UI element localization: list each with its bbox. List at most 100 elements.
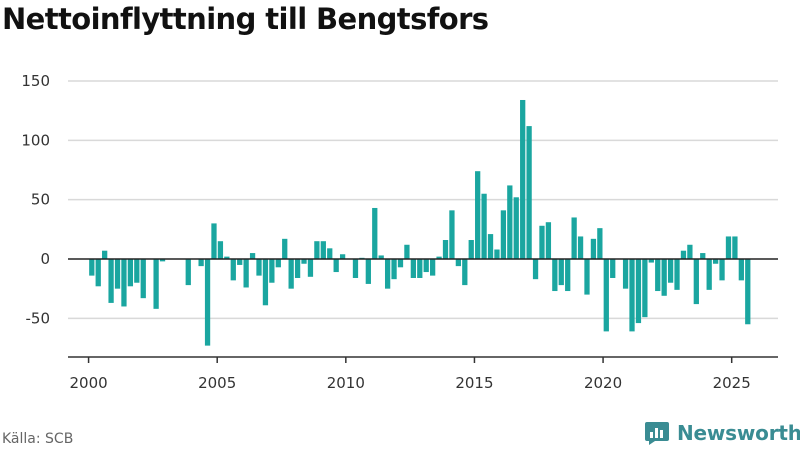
bar bbox=[745, 259, 751, 325]
bar bbox=[301, 259, 307, 264]
x-tick-label: 2015 bbox=[455, 374, 493, 392]
bar bbox=[738, 259, 744, 281]
bar bbox=[468, 240, 474, 259]
bar bbox=[140, 259, 146, 299]
bar bbox=[661, 259, 667, 296]
bar bbox=[571, 217, 577, 259]
bar bbox=[487, 234, 494, 259]
x-tick-labels: 2000 2005 2010 2015 2020 2025 bbox=[69, 357, 751, 392]
bar bbox=[243, 259, 249, 288]
bar bbox=[732, 236, 738, 259]
bar bbox=[532, 259, 539, 280]
bar bbox=[185, 259, 191, 286]
bar bbox=[314, 241, 320, 259]
bar bbox=[462, 259, 468, 286]
bar bbox=[404, 244, 410, 259]
bar bbox=[667, 259, 674, 283]
bar bbox=[603, 259, 609, 332]
bar bbox=[520, 99, 526, 259]
bar bbox=[365, 259, 371, 284]
bar bbox=[577, 236, 584, 259]
y-tick-labels: -50 0 50 100 150 bbox=[21, 72, 50, 327]
bar bbox=[262, 259, 269, 306]
bar bbox=[610, 259, 616, 278]
x-tick-label: 2005 bbox=[198, 374, 236, 392]
bar bbox=[108, 259, 114, 303]
bar bbox=[558, 259, 564, 286]
bar bbox=[410, 259, 416, 278]
bar bbox=[134, 259, 140, 283]
bar bbox=[475, 171, 481, 259]
bar bbox=[513, 197, 519, 259]
bar bbox=[121, 259, 127, 307]
brand-logo: Newsworthy bbox=[644, 420, 800, 446]
bar bbox=[642, 259, 648, 318]
bar bbox=[481, 193, 487, 259]
newsworthy-logo-icon bbox=[645, 422, 669, 445]
bar bbox=[256, 259, 262, 276]
bar bbox=[712, 259, 719, 264]
bar bbox=[159, 259, 166, 262]
bar bbox=[430, 259, 436, 276]
bar bbox=[584, 259, 590, 295]
brand-name: Newsworthy bbox=[677, 421, 800, 445]
bar bbox=[397, 259, 404, 268]
bar bbox=[89, 259, 95, 276]
bar bbox=[455, 259, 462, 267]
x-tick-label: 2020 bbox=[584, 374, 622, 392]
bar bbox=[423, 259, 429, 273]
bar bbox=[655, 259, 661, 292]
bar bbox=[269, 259, 275, 283]
bar bbox=[539, 225, 545, 259]
bar bbox=[307, 259, 314, 277]
bar bbox=[526, 126, 532, 260]
bar bbox=[500, 210, 507, 259]
bar bbox=[102, 250, 108, 259]
bar bbox=[507, 185, 513, 259]
bar bbox=[211, 223, 217, 259]
y-tick-label: 50 bbox=[31, 191, 50, 209]
bar bbox=[224, 256, 230, 259]
bar bbox=[198, 259, 204, 267]
bar bbox=[372, 207, 378, 259]
y-tick-label: 150 bbox=[21, 72, 50, 90]
bar bbox=[204, 259, 211, 346]
bar bbox=[449, 210, 455, 259]
bar bbox=[384, 259, 391, 289]
bars bbox=[89, 99, 751, 346]
bar bbox=[127, 259, 134, 287]
bar bbox=[597, 228, 603, 259]
source-label: Källa: SCB bbox=[2, 431, 74, 447]
x-tick-label: 2010 bbox=[327, 374, 365, 392]
bar bbox=[275, 259, 281, 268]
bar bbox=[391, 259, 397, 280]
bar bbox=[687, 244, 693, 259]
bar bbox=[333, 259, 339, 273]
bar bbox=[217, 241, 224, 259]
x-tick-label: 2000 bbox=[69, 374, 107, 392]
bar bbox=[378, 255, 384, 259]
bar bbox=[230, 259, 236, 281]
bar bbox=[590, 238, 597, 259]
bar-chart: -50 0 50 100 150 2000 2005 2010 2015 2020 2025 bbox=[21, 72, 778, 392]
y-tick-label: 100 bbox=[21, 131, 50, 149]
gridlines bbox=[68, 80, 778, 320]
bar bbox=[629, 259, 635, 332]
y-tick-label: 0 bbox=[40, 250, 50, 268]
bar bbox=[249, 253, 256, 259]
bar bbox=[237, 259, 243, 265]
bar bbox=[352, 259, 359, 278]
bar bbox=[320, 241, 326, 259]
bar bbox=[282, 238, 288, 259]
y-tick-label: -50 bbox=[26, 309, 51, 327]
bar bbox=[294, 259, 301, 278]
chart-title: Nettoinflyttning till Bengtsfors bbox=[2, 2, 489, 36]
bar bbox=[725, 236, 732, 259]
bar bbox=[565, 259, 571, 292]
bar bbox=[680, 250, 687, 259]
bar bbox=[95, 259, 101, 287]
bar bbox=[674, 259, 680, 290]
bar bbox=[635, 259, 642, 324]
bar bbox=[339, 254, 346, 259]
x-tick-label: 2025 bbox=[713, 374, 751, 392]
